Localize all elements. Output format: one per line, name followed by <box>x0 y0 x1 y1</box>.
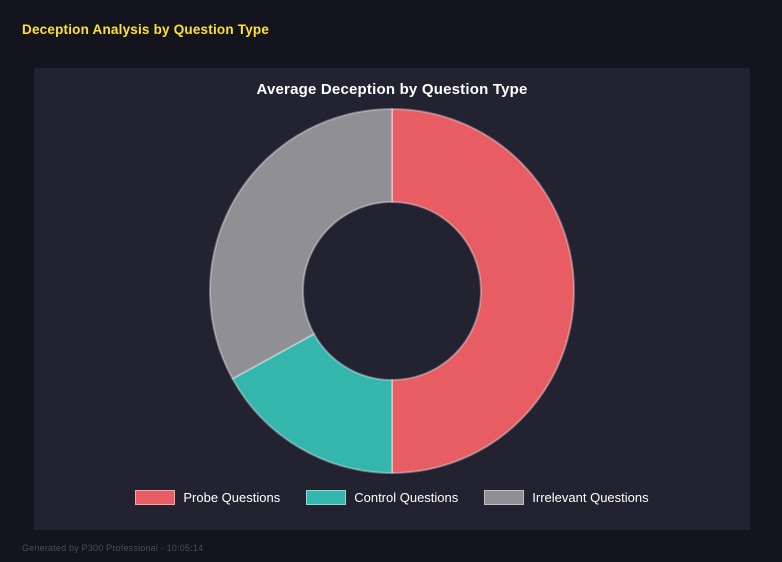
legend-swatch <box>484 490 525 505</box>
footer-text: Generated by P300 Professional - 10:05:1… <box>22 543 204 553</box>
legend-swatch <box>306 490 347 505</box>
chart-legend: Probe Questions Control Questions Irreleva… <box>135 490 649 505</box>
legend-item-2[interactable]: Irrelevant Questions <box>484 490 649 505</box>
chart-title: Average Deception by Question Type <box>256 81 528 98</box>
page-title: Deception Analysis by Question Type <box>22 22 270 37</box>
legend-label: Control Questions <box>354 490 459 505</box>
donut-segment-0[interactable] <box>391 108 575 474</box>
legend-label: Probe Questions <box>183 490 281 505</box>
legend-label: Irrelevant Questions <box>532 490 649 505</box>
donut-chart <box>209 108 575 474</box>
legend-item-1[interactable]: Control Questions <box>306 490 458 505</box>
chart-panel: Average Deception by Question Type Probe… <box>34 68 750 530</box>
donut-segment-2[interactable] <box>209 108 393 380</box>
legend-swatch <box>135 490 176 505</box>
donut-chart-area <box>203 102 581 480</box>
donut-segment-1[interactable] <box>231 332 393 474</box>
legend-item-0[interactable]: Probe Questions <box>135 490 280 505</box>
